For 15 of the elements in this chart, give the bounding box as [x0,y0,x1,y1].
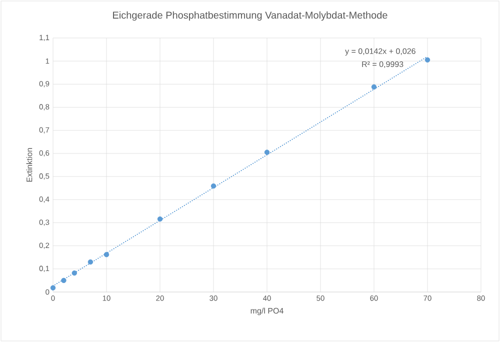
x-axis-title: mg/l PO4 [250,308,284,316]
annotation: y = 0,0142x + 0,026 [345,48,416,56]
point [424,57,430,63]
point [88,259,94,265]
point [61,278,66,284]
point [371,84,377,90]
point [72,270,78,276]
point [157,216,163,222]
point [264,150,270,155]
annotation: R² = 0,9993 [362,61,404,68]
point [210,183,216,189]
chart-title: Eichgerade Phosphatbestimmung Vanadat-Molybdat-Methode [113,11,388,21]
point [104,252,110,258]
y-axis-title: Extinktion [26,148,32,182]
point [50,285,56,290]
